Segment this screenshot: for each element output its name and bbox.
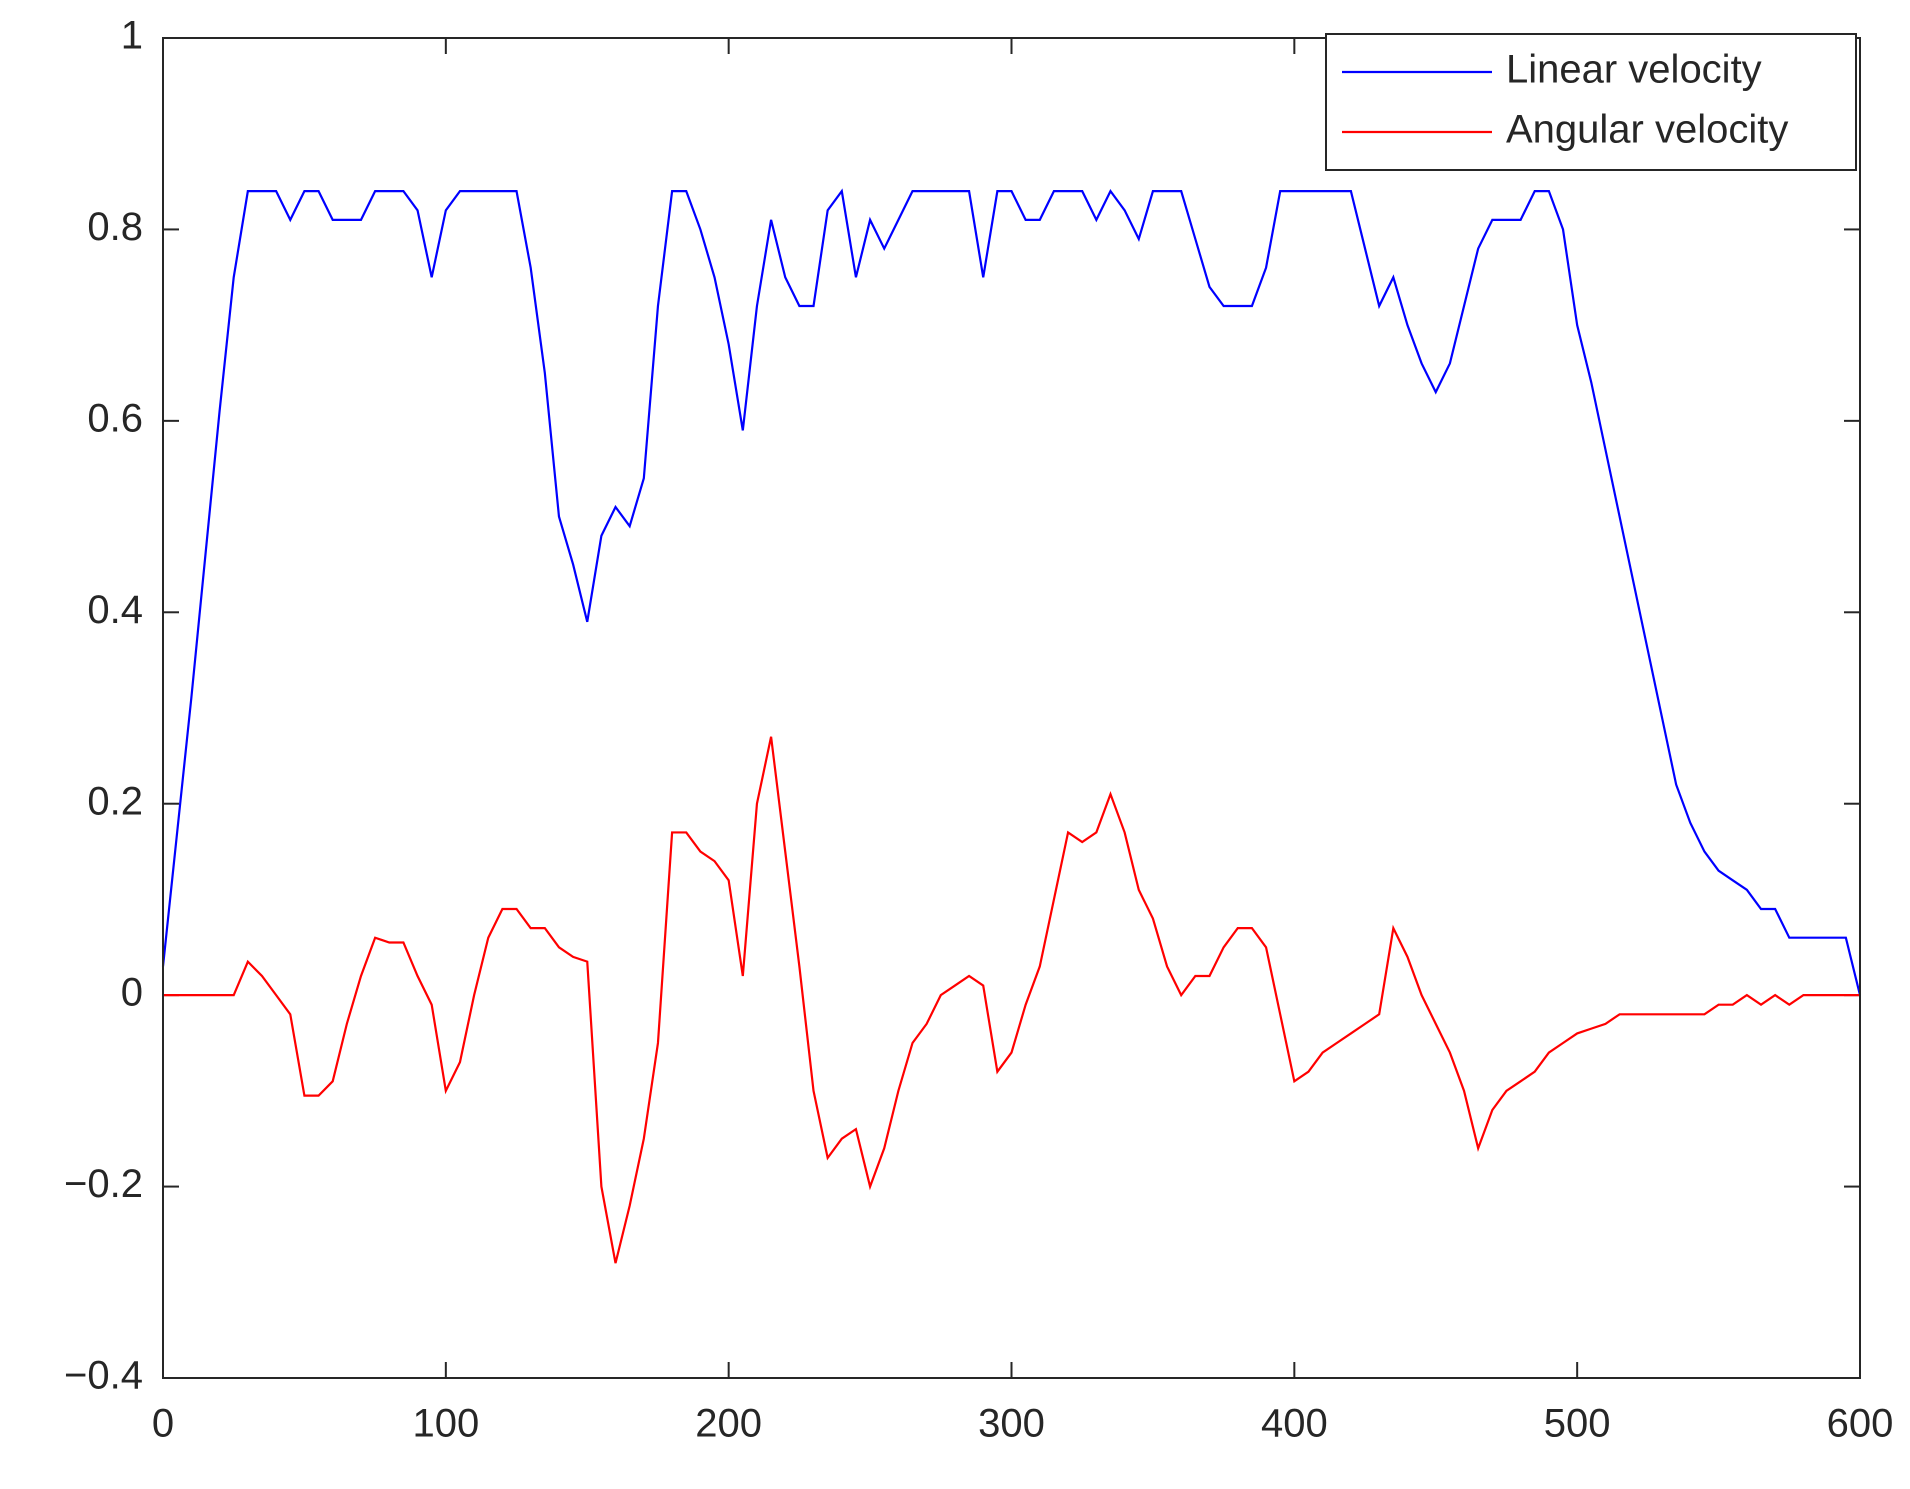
legend-label: Linear velocity	[1506, 48, 1762, 92]
y-tick-label: 0.2	[87, 779, 143, 823]
y-tick-label: 0.8	[87, 205, 143, 249]
x-tick-label: 200	[695, 1402, 762, 1446]
axes-box	[162, 37, 1861, 1379]
x-tick-label: 100	[412, 1402, 479, 1446]
data-line	[161, 188, 1862, 996]
y-tick-label: 1	[121, 14, 143, 58]
legend: Linear velocity Angular velocity	[1325, 33, 1857, 171]
x-tick-label: 500	[1544, 1402, 1611, 1446]
data-line	[163, 736, 1860, 1264]
legend-label: Angular velocity	[1506, 108, 1788, 152]
y-tick-label: −0.2	[64, 1162, 143, 1206]
y-tick-label: 0.4	[87, 588, 143, 632]
x-tick-label: 300	[978, 1402, 1045, 1446]
x-tick-label: 400	[1261, 1402, 1328, 1446]
legend-box	[1325, 33, 1857, 171]
x-tick-label: 600	[1827, 1402, 1894, 1446]
y-tick-label: 0.6	[87, 396, 143, 440]
plot-area	[163, 38, 1860, 1378]
y-tick-label: −0.4	[64, 1354, 143, 1398]
y-tick-label: 0	[121, 971, 143, 1015]
x-tick-label: 0	[152, 1402, 174, 1446]
